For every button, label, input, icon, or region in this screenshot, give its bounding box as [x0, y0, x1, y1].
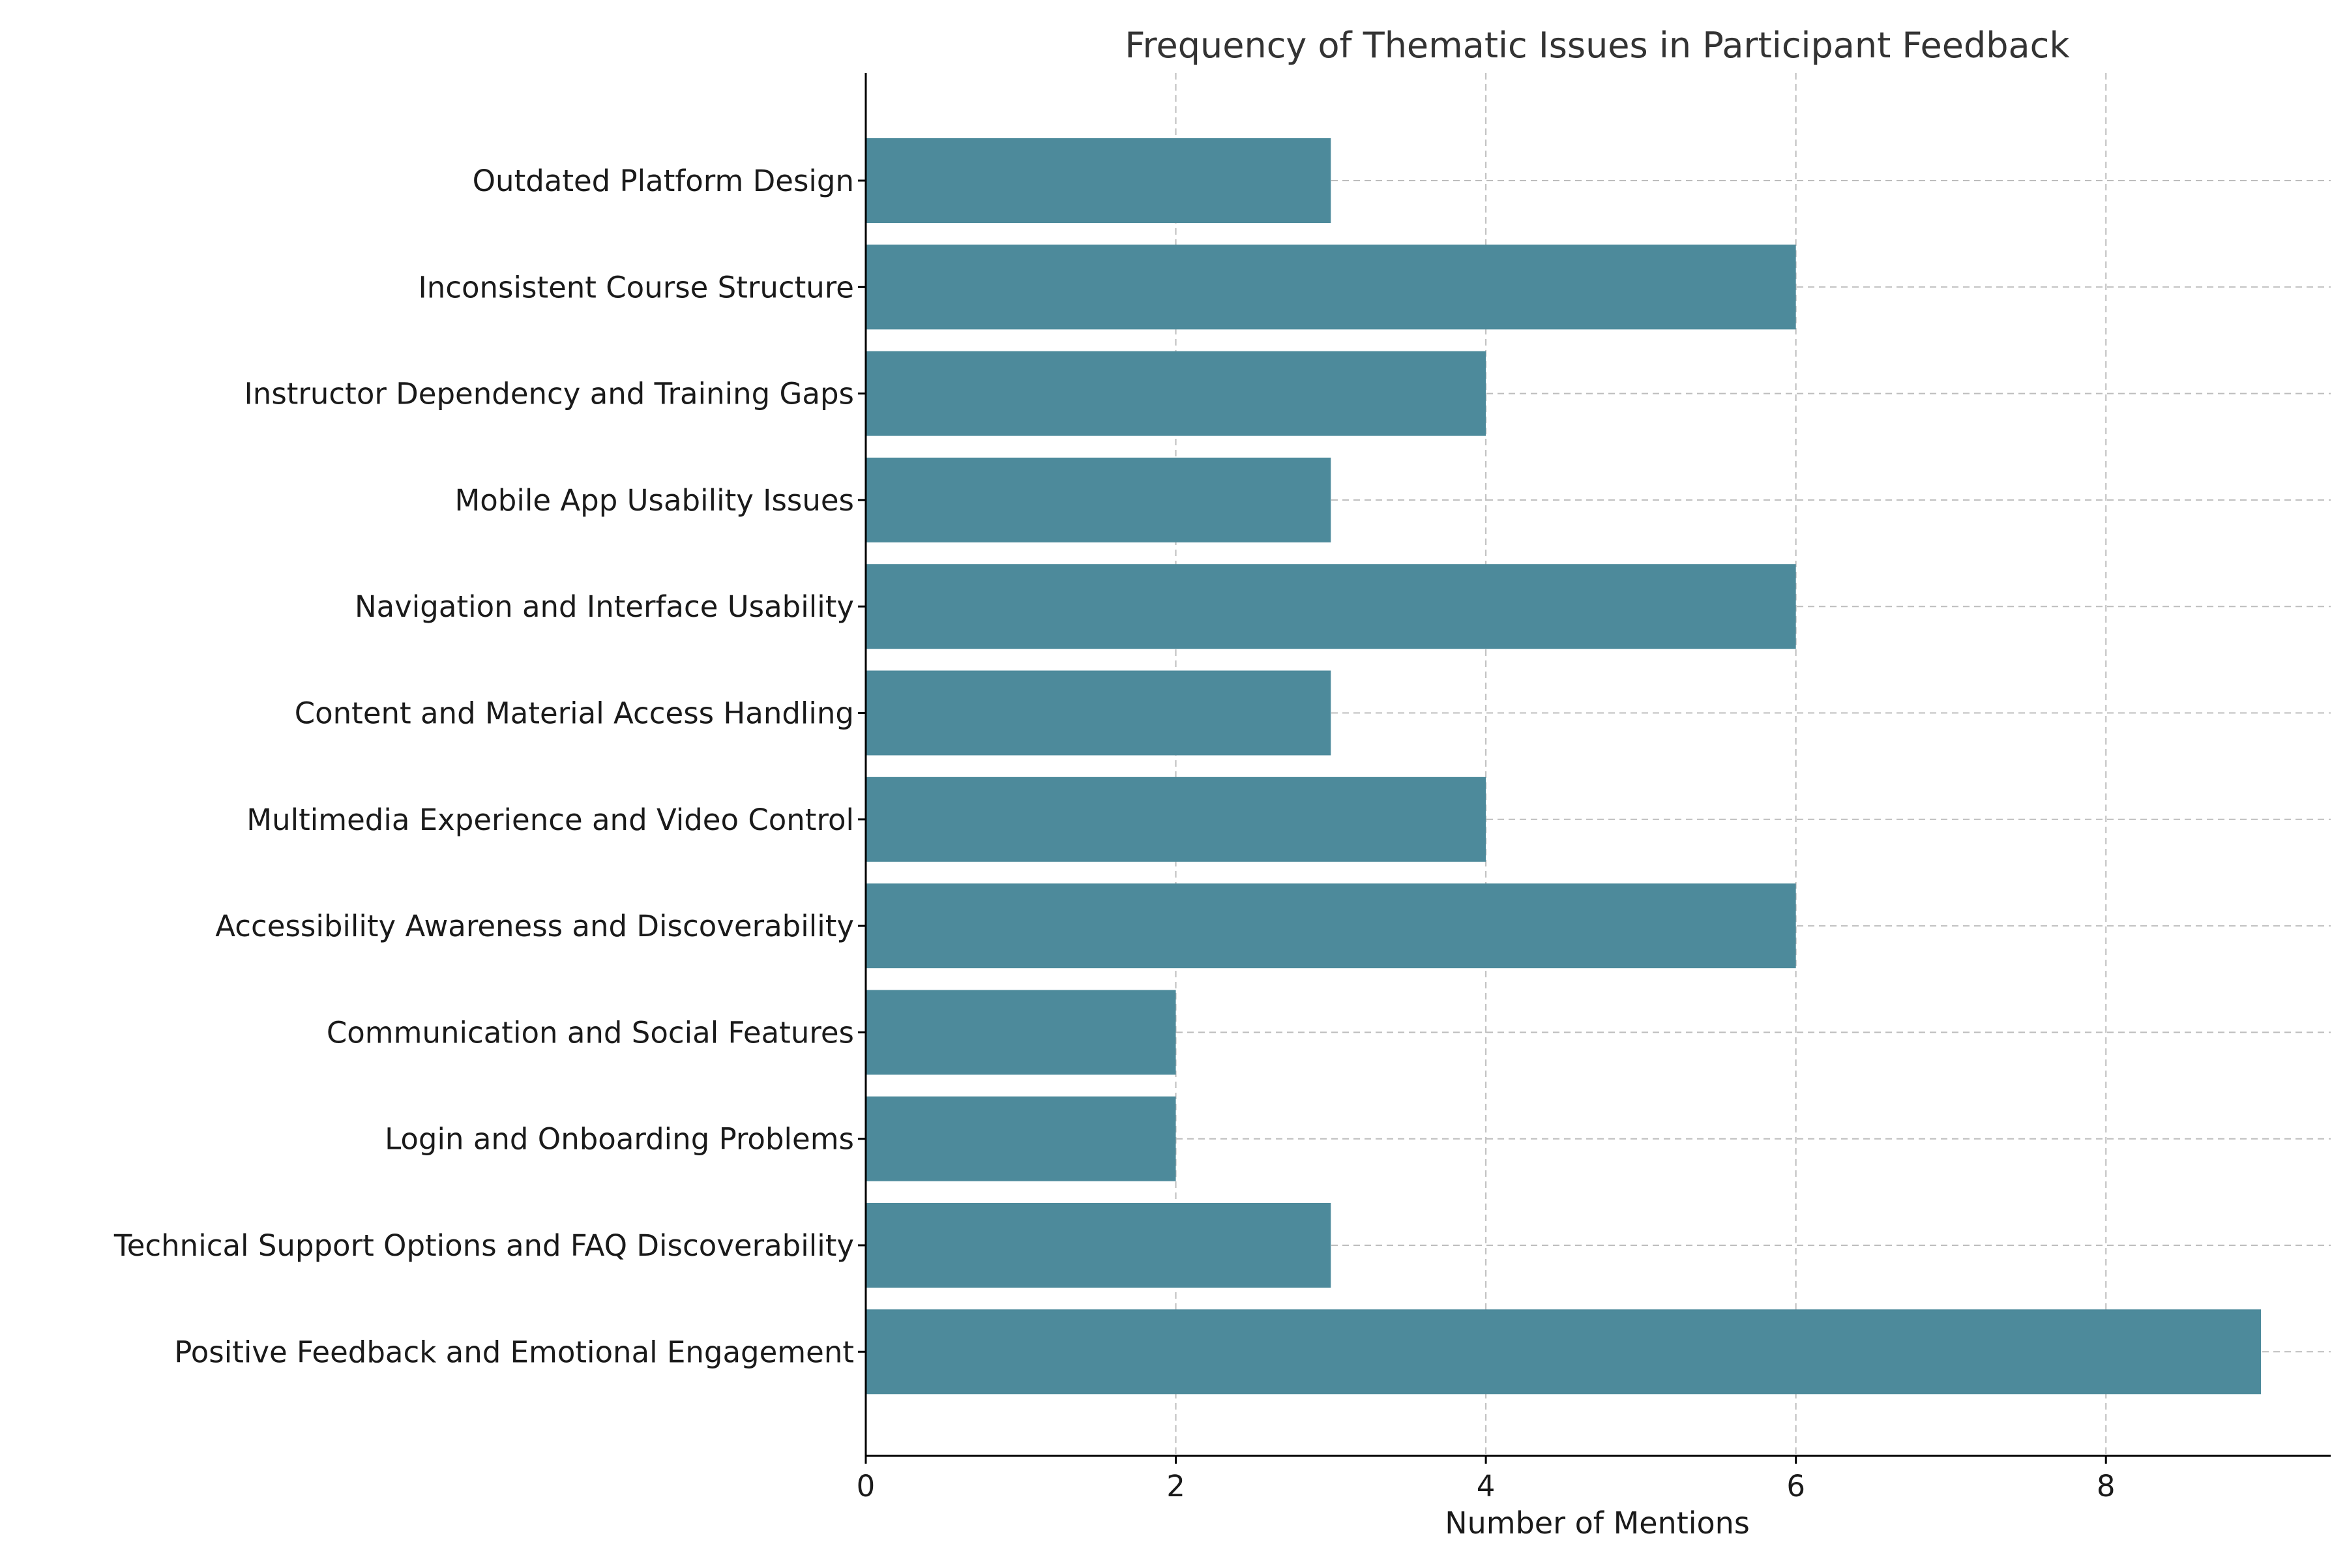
- y-tick-label-1: Outdated Platform Design: [473, 164, 854, 198]
- chart-title: Frequency of Thematic Issues in Particip…: [1125, 25, 2070, 66]
- bars: [866, 138, 2261, 1395]
- bar-1: [866, 138, 1331, 223]
- bar-9: [866, 990, 1176, 1075]
- y-tick-label-3: Instructor Dependency and Training Gaps: [244, 377, 854, 411]
- bar-8: [866, 883, 1796, 969]
- y-tick-label-12: Positive Feedback and Emotional Engageme…: [174, 1335, 854, 1369]
- bar-7: [866, 777, 1486, 862]
- bar-3: [866, 351, 1486, 436]
- y-tick-label-2: Inconsistent Course Structure: [418, 270, 854, 304]
- x-tick-label-8: 8: [2097, 1469, 2116, 1503]
- y-tick-label-6: Content and Material Access Handling: [295, 696, 854, 731]
- y-tick-label-8: Accessibility Awareness and Discoverabil…: [215, 909, 854, 943]
- bar-12: [866, 1309, 2261, 1395]
- bar-11: [866, 1203, 1331, 1288]
- bar-6: [866, 670, 1331, 756]
- y-tick-label-11: Technical Support Options and FAQ Discov…: [113, 1228, 854, 1263]
- axes: [858, 73, 2331, 1464]
- y-tick-label-7: Multimedia Experience and Video Control: [246, 803, 854, 837]
- y-tick-label-5: Navigation and Interface Usability: [355, 589, 854, 624]
- tick-labels: Outdated Platform Design Inconsistent Cou…: [113, 164, 2116, 1503]
- y-tick-label-9: Communication and Social Features: [327, 1015, 854, 1050]
- y-tick-label-10: Login and Onboarding Problems: [385, 1122, 854, 1157]
- x-tick-label-0: 0: [857, 1469, 876, 1503]
- bar-10: [866, 1096, 1176, 1181]
- x-tick-label-6: 6: [1786, 1469, 1805, 1503]
- x-tick-label-2: 2: [1166, 1469, 1185, 1503]
- bar-5: [866, 564, 1796, 649]
- x-axis-label: Number of Mentions: [1445, 1505, 1750, 1541]
- bar-4: [866, 457, 1331, 542]
- bar-2: [866, 244, 1796, 330]
- x-tick-label-4: 4: [1477, 1469, 1496, 1503]
- y-tick-label-4: Mobile App Usability Issues: [454, 483, 854, 518]
